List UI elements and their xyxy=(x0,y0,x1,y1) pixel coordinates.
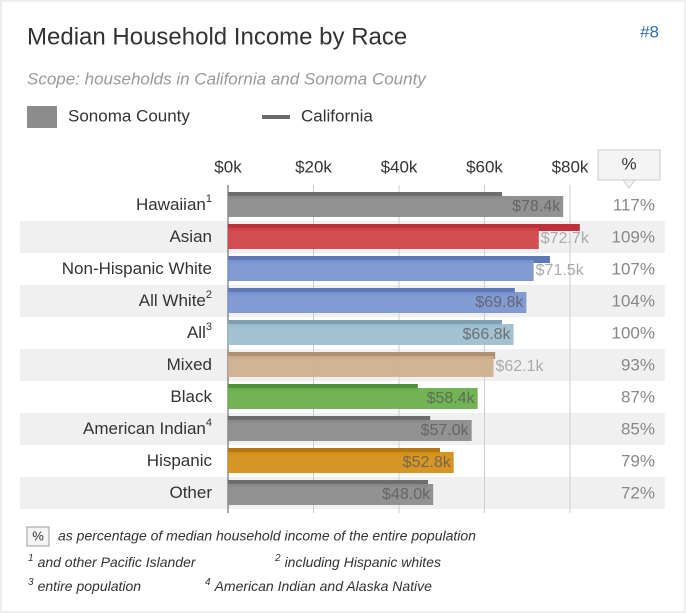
california-bar xyxy=(228,192,503,199)
footnote-mark: 4 xyxy=(205,577,211,588)
footnote: 4 American Indian and Alaska Native xyxy=(205,577,432,594)
legend: Sonoma County California xyxy=(27,106,373,128)
x-tick-label: $20k xyxy=(295,157,332,176)
california-bar xyxy=(228,320,503,327)
subtitle: Scope: households in California and Sono… xyxy=(27,69,427,88)
badge[interactable]: #8 xyxy=(640,22,659,41)
value-label: $71.5k xyxy=(536,262,585,279)
footnote-text: including Hispanic whites xyxy=(285,554,441,570)
footnote: 2 including Hispanic whites xyxy=(274,553,441,570)
category-label: American Indian4 xyxy=(83,417,212,439)
value-label: $52.8k xyxy=(403,454,452,471)
percent-value: 72% xyxy=(621,483,655,502)
value-label: $62.1k xyxy=(495,358,544,375)
category-note: 3 xyxy=(206,321,212,333)
sonoma-bar xyxy=(228,484,434,505)
footnote-key-text: as percentage of median household income… xyxy=(58,528,476,544)
category-name: Mixed xyxy=(167,355,212,374)
value-label: $66.8k xyxy=(463,326,512,343)
footnote-key-box xyxy=(26,526,50,547)
percent-value: 100% xyxy=(612,323,655,342)
legend-swatch xyxy=(27,106,57,128)
footnote-mark: 2 xyxy=(274,553,281,564)
footnote-text: American Indian and Alaska Native xyxy=(214,578,433,594)
sonoma-bar xyxy=(228,452,454,473)
category-note: 2 xyxy=(206,289,212,301)
footnote-text: and other Pacific Islander xyxy=(38,554,197,570)
california-bar xyxy=(228,480,429,487)
percent-value: 79% xyxy=(621,451,655,470)
percent-value: 87% xyxy=(621,387,655,406)
sonoma-bar xyxy=(228,420,472,441)
category-note: 4 xyxy=(206,417,212,429)
sonoma-bar xyxy=(228,388,478,409)
percent-value: 85% xyxy=(621,419,655,438)
footnote: 3 entire population xyxy=(28,577,141,594)
sonoma-bar xyxy=(228,324,514,345)
value-label: $69.8k xyxy=(475,294,524,311)
footnote-text: entire population xyxy=(38,578,142,594)
category-label: Hispanic xyxy=(147,451,213,470)
category-note: 1 xyxy=(206,193,212,205)
legend-swatch xyxy=(262,115,290,119)
footnote-key-symbol: % xyxy=(32,528,44,543)
percent-value: 107% xyxy=(612,259,655,278)
california-bar xyxy=(228,352,496,359)
percent-value: 93% xyxy=(621,355,655,374)
category-name: Asian xyxy=(169,227,212,246)
sonoma-bar xyxy=(228,260,534,281)
category-label: Other xyxy=(169,483,212,502)
percent-value: 109% xyxy=(612,227,655,246)
category-label: Black xyxy=(170,387,212,406)
value-label: $78.4k xyxy=(512,198,561,215)
category-label: Hawaiian1 xyxy=(136,193,212,215)
footnote-mark: 3 xyxy=(28,577,34,588)
value-label: $57.0k xyxy=(421,422,470,439)
category-label: Mixed xyxy=(167,355,212,374)
percent-value: 117% xyxy=(613,195,655,214)
value-label: $48.0k xyxy=(382,486,431,503)
california-bar xyxy=(228,448,441,455)
value-label: $72.7k xyxy=(541,230,590,247)
california-bar xyxy=(228,256,550,263)
category-name: American Indian xyxy=(83,419,206,438)
footnote-mark: 1 xyxy=(28,553,34,564)
category-name: Other xyxy=(169,483,212,502)
category-name: All xyxy=(187,323,206,342)
california-bar xyxy=(228,416,431,423)
category-name: All White xyxy=(139,291,206,310)
category-label: Non-Hispanic White xyxy=(62,259,212,278)
x-tick-label: $80k xyxy=(552,157,589,176)
category-label: All White2 xyxy=(139,289,212,311)
value-label: $58.4k xyxy=(427,390,476,407)
sonoma-bar xyxy=(228,292,527,313)
sonoma-bar xyxy=(228,356,494,377)
x-tick-label: $40k xyxy=(381,157,418,176)
sonoma-bar xyxy=(228,228,539,249)
category-label: All3 xyxy=(187,321,212,343)
x-tick-label: $60k xyxy=(466,157,503,176)
percent-header-pointer xyxy=(622,179,636,189)
percent-value: 104% xyxy=(612,291,655,310)
footnote: 1 and other Pacific Islander xyxy=(28,553,197,570)
category-name: Black xyxy=(170,387,212,406)
category-name: Hawaiian xyxy=(136,195,206,214)
california-bar xyxy=(228,288,515,295)
chart-title: Median Household Income by Race xyxy=(27,23,407,50)
sonoma-bar xyxy=(228,196,564,217)
california-bar xyxy=(228,224,580,231)
category-label: Asian xyxy=(169,227,212,246)
legend-label: Sonoma County xyxy=(68,106,190,125)
percent-header: % xyxy=(621,154,636,173)
x-tick-label: $0k xyxy=(214,157,242,176)
category-name: Hispanic xyxy=(147,451,213,470)
category-name: Non-Hispanic White xyxy=(62,259,212,278)
legend-label: California xyxy=(301,106,373,125)
california-bar xyxy=(228,384,418,391)
